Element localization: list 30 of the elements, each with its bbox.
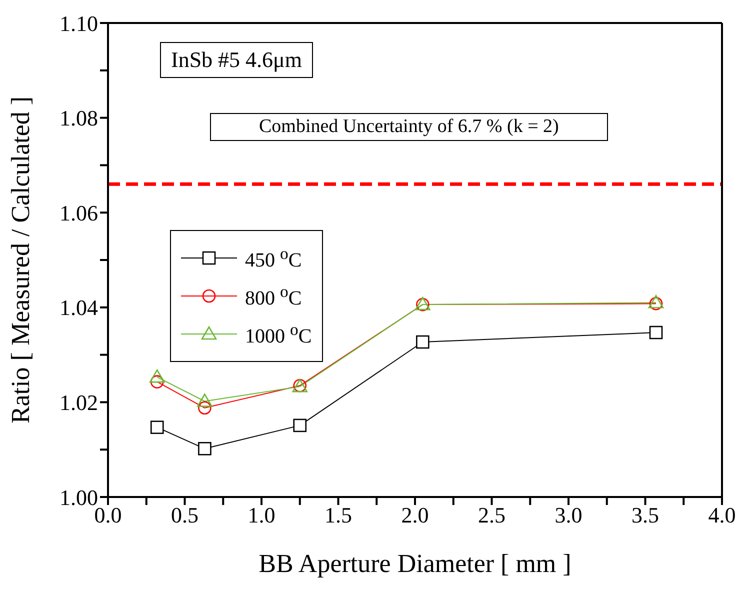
x-tick-label: 4.0 — [708, 502, 736, 528]
x-tick-label: 3.5 — [632, 502, 659, 528]
y-axis-title: Ratio [ Measured / Calculated ] — [6, 96, 36, 424]
x-tick-label: 2.0 — [401, 502, 429, 528]
point — [149, 369, 165, 383]
point — [416, 335, 430, 349]
x-tick-label: 1.0 — [248, 502, 276, 528]
y-tick-label: 1.10 — [60, 10, 98, 36]
point — [197, 394, 212, 407]
point — [649, 326, 663, 340]
x-tick-label: 2.5 — [478, 502, 506, 528]
point — [198, 442, 212, 456]
x-tick-label: 0.5 — [171, 502, 198, 528]
annotation: Combined Uncertainty of 6.7 % (k = 2) — [210, 113, 608, 141]
y-tick-label: 1.02 — [60, 390, 98, 416]
y-tick-label: 1.00 — [60, 484, 98, 510]
legend-label: 800 $^{o}$C — [245, 282, 302, 310]
x-tick-label: 3.0 — [554, 502, 582, 528]
annotation: InSb #5 4.6μm — [160, 42, 313, 78]
y-tick-label: 1.06 — [60, 200, 98, 226]
y-tick-label: 1.08 — [60, 106, 98, 131]
legend-label: 1000 $^{o}$C — [245, 320, 312, 348]
x-axis-title: BB Aperture Diameter [ mm ] — [258, 549, 572, 578]
point — [293, 418, 307, 432]
point — [150, 420, 164, 434]
x-tick-label: 1.5 — [324, 502, 352, 528]
legend-label: 450 $^{o}$C — [245, 244, 302, 272]
point — [198, 401, 212, 415]
y-tick-label: 1.04 — [60, 295, 98, 320]
point — [150, 375, 164, 388]
